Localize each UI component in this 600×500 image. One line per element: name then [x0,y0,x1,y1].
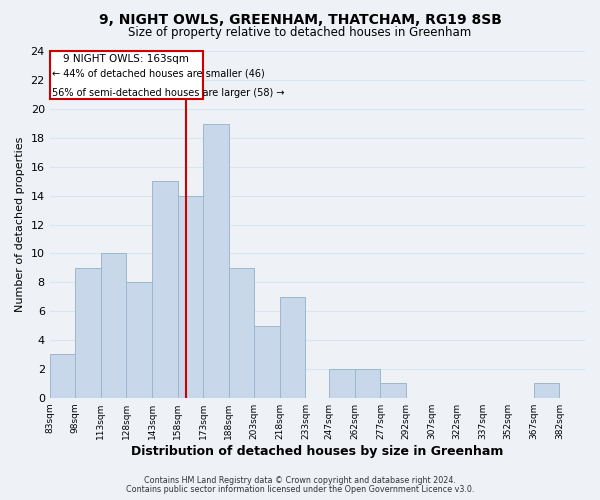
Text: Contains HM Land Registry data © Crown copyright and database right 2024.: Contains HM Land Registry data © Crown c… [144,476,456,485]
X-axis label: Distribution of detached houses by size in Greenham: Distribution of detached houses by size … [131,444,503,458]
Bar [534,384,559,398]
Text: 9 NIGHT OWLS: 163sqm: 9 NIGHT OWLS: 163sqm [64,54,190,64]
Bar [127,282,152,398]
FancyBboxPatch shape [50,52,203,99]
Bar [203,124,229,398]
Text: Size of property relative to detached houses in Greenham: Size of property relative to detached ho… [128,26,472,39]
Text: 56% of semi-detached houses are larger (58) →: 56% of semi-detached houses are larger (… [52,88,285,98]
Bar [101,254,127,398]
Bar [152,182,178,398]
Bar [178,196,203,398]
Bar [50,354,75,398]
Bar [229,268,254,398]
Text: Contains public sector information licensed under the Open Government Licence v3: Contains public sector information licen… [126,485,474,494]
Y-axis label: Number of detached properties: Number of detached properties [15,137,25,312]
Bar [355,369,380,398]
Text: 9, NIGHT OWLS, GREENHAM, THATCHAM, RG19 8SB: 9, NIGHT OWLS, GREENHAM, THATCHAM, RG19 … [98,12,502,26]
Bar [254,326,280,398]
Bar [380,384,406,398]
Bar [280,296,305,398]
Bar [75,268,101,398]
Text: ← 44% of detached houses are smaller (46): ← 44% of detached houses are smaller (46… [52,68,265,78]
Bar [329,369,355,398]
